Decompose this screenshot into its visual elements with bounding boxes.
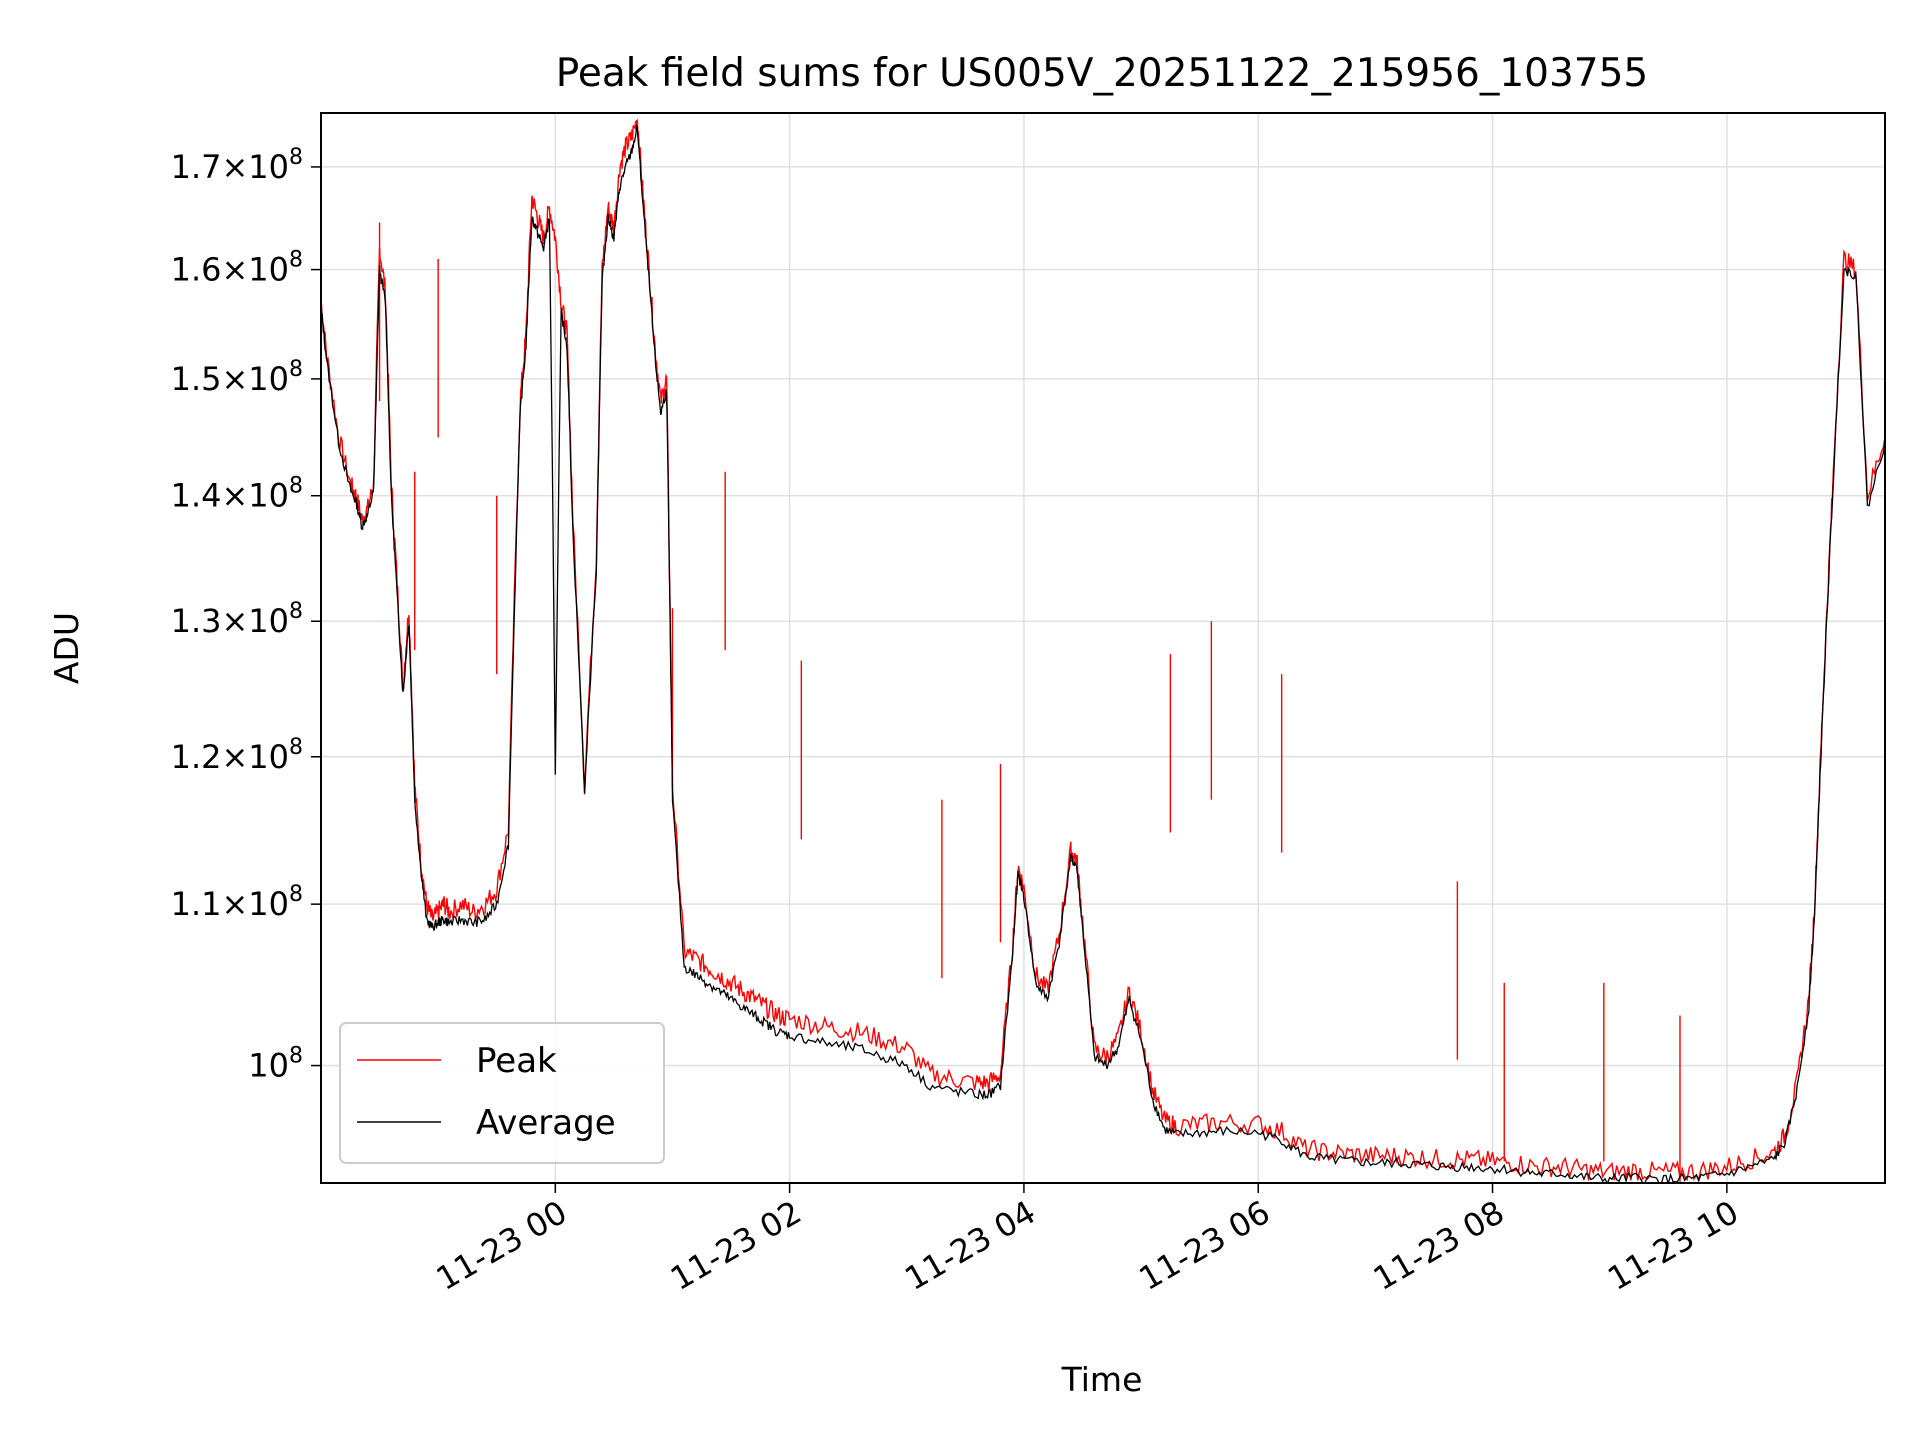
y-tick-label: 1.4×108 [171,474,303,515]
y-tick-label: 1.1×108 [171,882,303,923]
plot-area [320,112,1886,1184]
x-axis-label: Time [1061,1360,1143,1399]
y-tick-label: 1.6×108 [171,248,303,289]
legend-box [339,1022,665,1164]
y-tick-label: 108 [248,1044,303,1085]
y-tick-label: 1.2×108 [171,735,303,776]
legend-peak-label: Peak [476,1041,557,1081]
y-tick-label: 1.3×108 [171,599,303,640]
grid-lines [321,113,1885,1183]
y-axis-label: ADU [47,612,86,684]
y-tick-label: 1.7×108 [171,145,303,186]
legend: Peak Average [339,1022,665,1164]
series-layer [321,118,1885,1183]
series-line-peak [321,118,1885,1182]
legend-average-label: Average [476,1103,616,1143]
y-tick-label: 1.5×108 [171,357,303,398]
chart-title: Peak field sums for US005V_20251122_2159… [556,51,1649,96]
y-axis: 108 1.1×108 1.2×108 1.3×108 1.4×108 1.5×108 1.… [171,145,321,1085]
series-line-average [321,125,1885,1183]
